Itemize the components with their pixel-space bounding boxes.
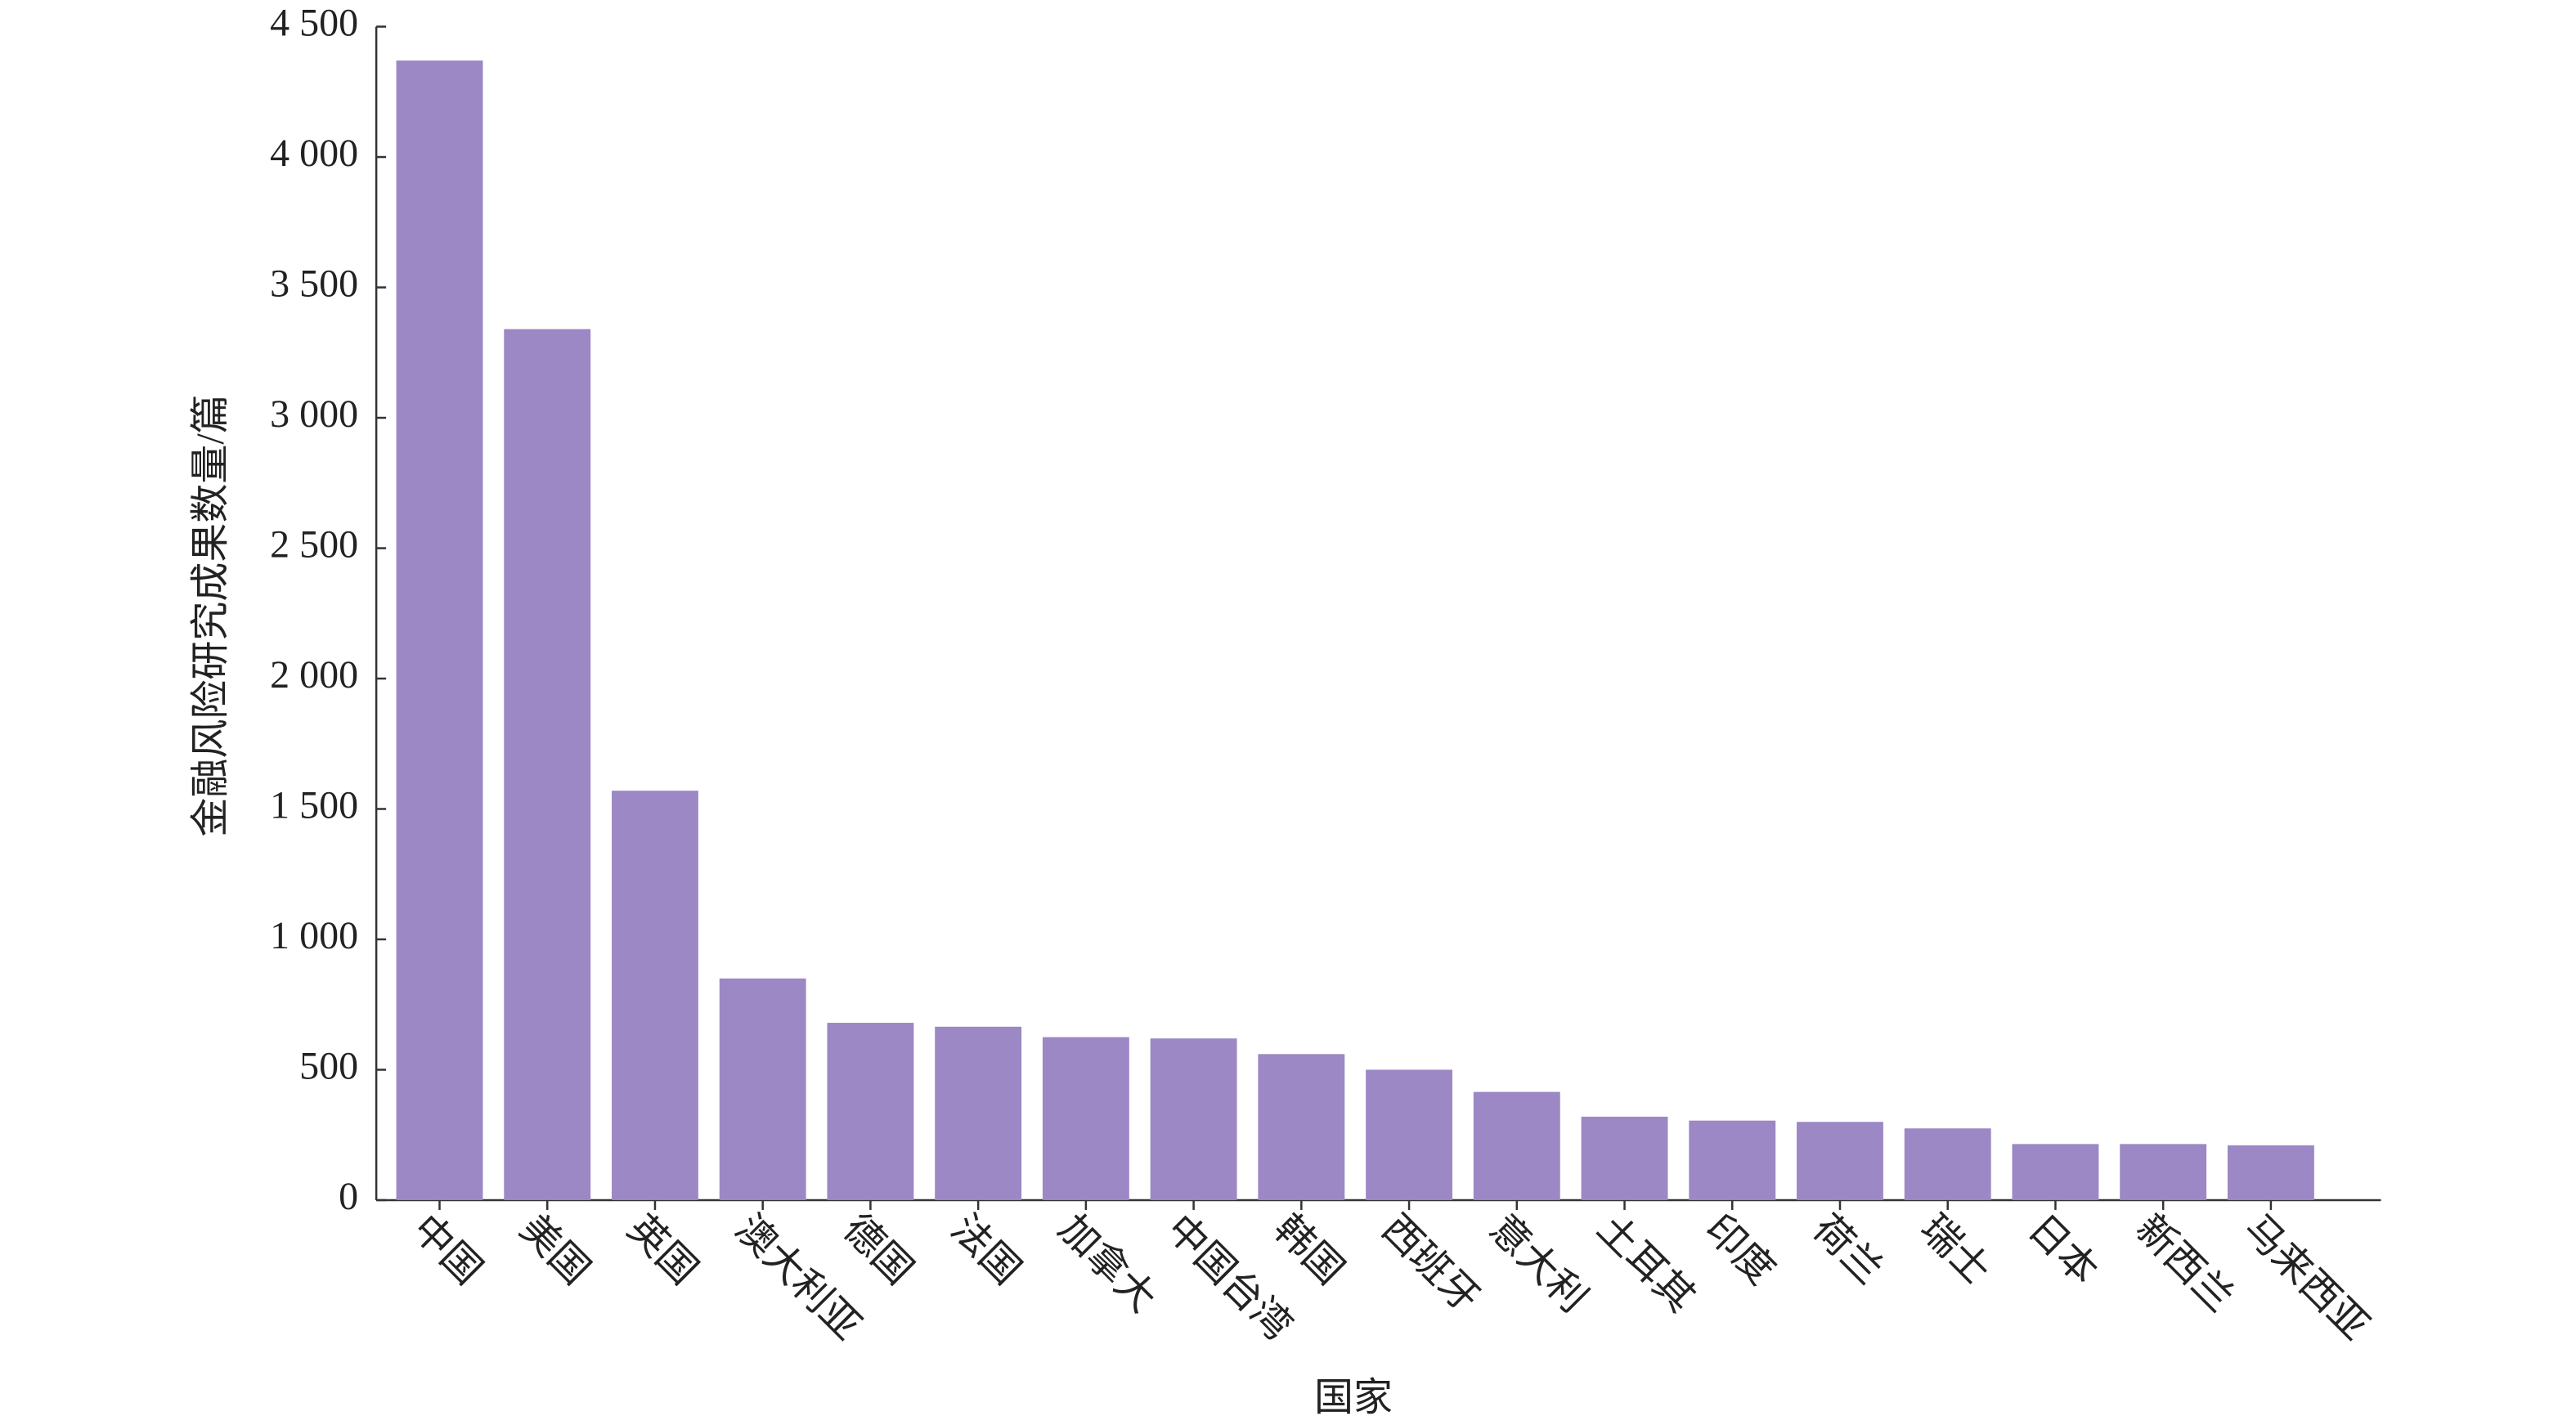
x-tick-label: 英国: [619, 1207, 705, 1293]
y-tick-label: 3 000: [270, 392, 358, 436]
x-tick-label: 加拿大: [1050, 1207, 1164, 1320]
y-tick-label: 0: [339, 1175, 358, 1218]
y-tick-label: 2 500: [270, 523, 358, 567]
y-tick-label: 1 000: [270, 914, 358, 957]
x-tick-label: 新西兰: [2128, 1207, 2242, 1320]
bar: [1797, 1122, 1883, 1200]
bar: [719, 978, 806, 1200]
bar: [1150, 1038, 1237, 1200]
x-tick-label: 荷兰: [1804, 1207, 1890, 1293]
bar: [1689, 1120, 1776, 1200]
bar: [1473, 1091, 1560, 1200]
bar: [1258, 1054, 1345, 1200]
x-tick-label: 美国: [512, 1207, 598, 1293]
x-tick-label: 德国: [835, 1207, 921, 1293]
bar: [2012, 1144, 2099, 1200]
x-tick-label: 瑞士: [1912, 1207, 1998, 1293]
x-tick-label: 西班牙: [1373, 1207, 1487, 1320]
x-tick-label: 意大利: [1481, 1207, 1595, 1320]
bar: [827, 1023, 914, 1200]
bar: [2227, 1145, 2314, 1200]
bar: [1904, 1128, 1991, 1200]
y-tick-label: 500: [299, 1044, 358, 1087]
x-axis-title: 国家: [1314, 1376, 1393, 1416]
bar: [504, 329, 591, 1200]
bar: [612, 791, 698, 1200]
x-tick-label: 日本: [2020, 1207, 2106, 1293]
y-tick-label: 4 500: [270, 2, 358, 45]
x-tick-label: 马来西亚: [2235, 1207, 2376, 1348]
x-tick-label: 中国: [404, 1207, 490, 1293]
y-tick-label: 1 500: [270, 784, 358, 827]
x-tick-label: 韩国: [1266, 1207, 1352, 1293]
y-tick-label: 2 000: [270, 653, 358, 697]
y-tick-label: 4 000: [270, 132, 358, 175]
x-tick-label: 印度: [1697, 1207, 1783, 1293]
bar: [2120, 1144, 2207, 1200]
bar: [396, 60, 483, 1200]
y-axis-title: 金融风险研究成果数量/篇: [189, 394, 232, 836]
bar: [935, 1026, 1022, 1200]
bar: [1581, 1116, 1668, 1200]
bar: [1366, 1069, 1453, 1200]
x-tick-label: 法国: [943, 1207, 1029, 1293]
y-tick-label: 3 500: [270, 262, 358, 306]
x-tick-label: 土耳其: [1589, 1207, 1703, 1320]
bar: [1042, 1037, 1129, 1200]
